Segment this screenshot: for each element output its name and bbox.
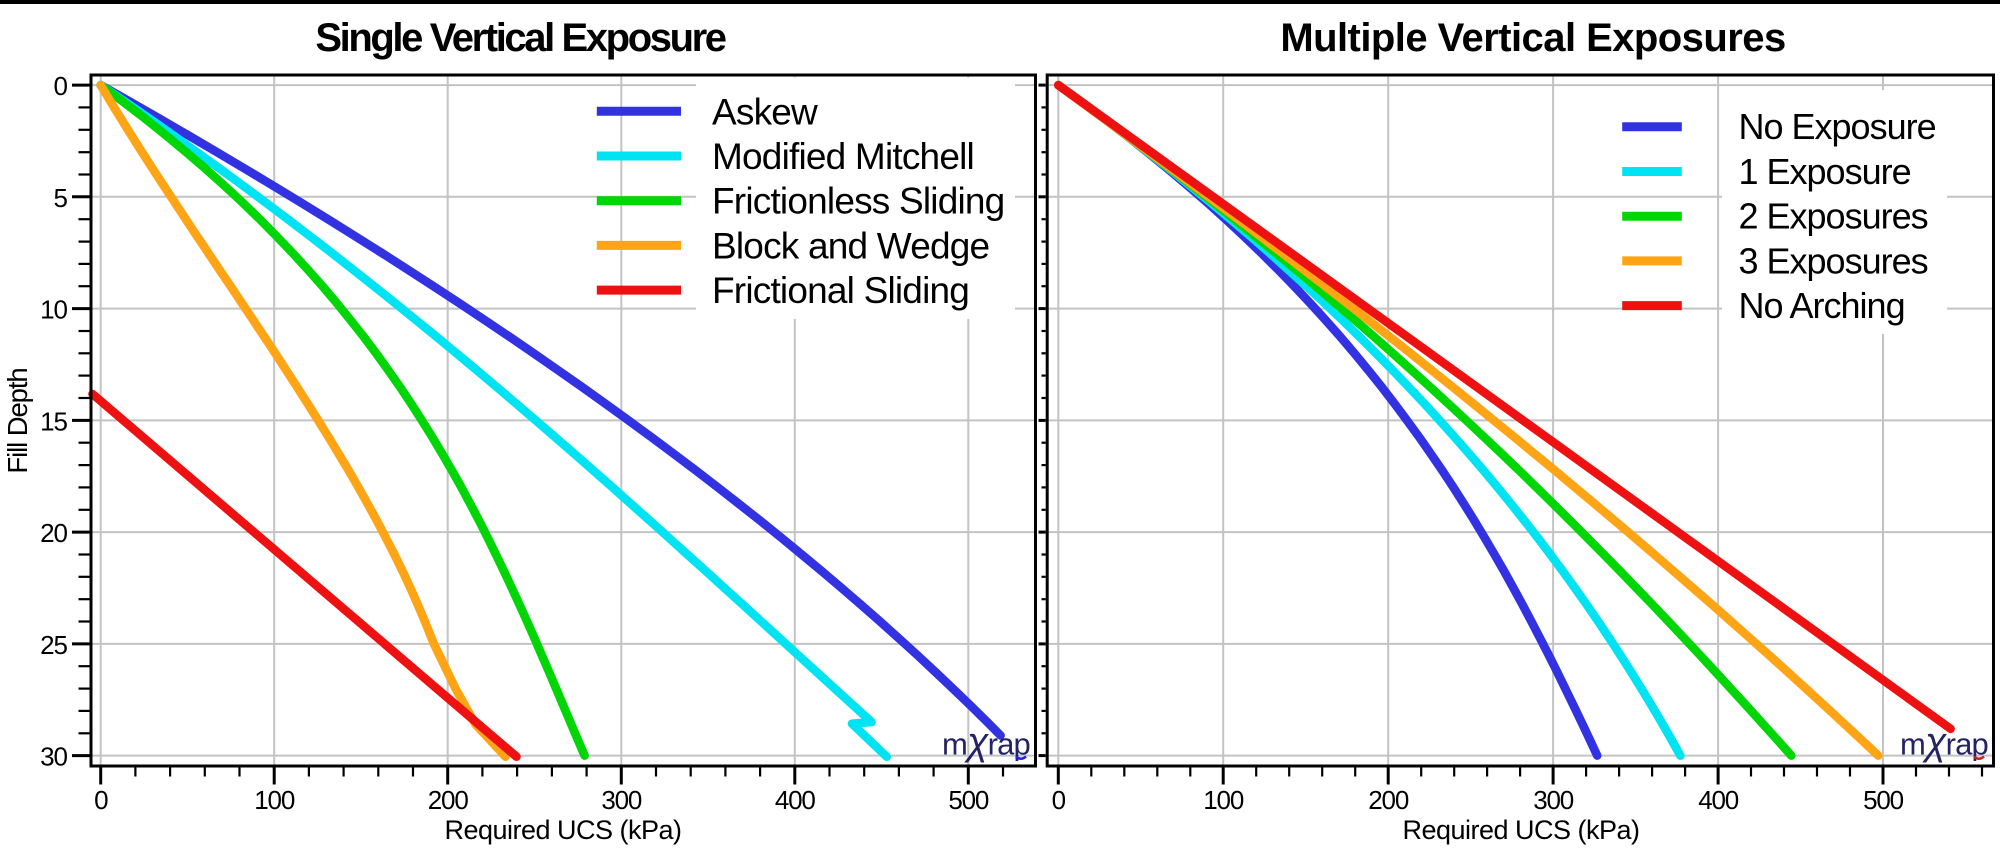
svg-text:500: 500 [948,785,989,815]
svg-text:mχrap: mχrap [1900,721,1988,764]
svg-text:300: 300 [1533,785,1574,815]
svg-text:Block and Wedge: Block and Wedge [712,225,989,266]
svg-text:Required UCS (kPa): Required UCS (kPa) [444,815,681,845]
svg-text:Required UCS (kPa): Required UCS (kPa) [1402,815,1639,845]
svg-text:mχrap: mχrap [942,721,1030,764]
svg-text:400: 400 [775,785,816,815]
svg-text:30: 30 [40,742,67,772]
svg-text:Single Vertical Exposure: Single Vertical Exposure [315,16,725,60]
svg-text:3 Exposures: 3 Exposures [1739,240,1928,281]
svg-text:Frictional Sliding: Frictional Sliding [712,270,969,311]
svg-text:Frictionless Sliding: Frictionless Sliding [712,181,1004,222]
svg-text:5: 5 [54,183,68,213]
svg-text:300: 300 [601,785,642,815]
svg-text:1 Exposure: 1 Exposure [1739,151,1911,192]
svg-text:25: 25 [40,630,67,660]
svg-text:400: 400 [1698,785,1739,815]
svg-text:No Arching: No Arching [1739,285,1905,326]
svg-text:Modified Mitchell: Modified Mitchell [712,136,974,177]
svg-text:100: 100 [254,785,295,815]
svg-text:Askew: Askew [712,91,818,132]
svg-text:0: 0 [1052,785,1066,815]
svg-text:100: 100 [1203,785,1244,815]
svg-text:500: 500 [1863,785,1904,815]
svg-text:Fill Depth: Fill Depth [2,368,33,473]
svg-text:200: 200 [1368,785,1409,815]
svg-text:Multiple Vertical Exposures: Multiple Vertical Exposures [1280,16,1785,60]
svg-text:20: 20 [40,518,67,548]
svg-text:0: 0 [54,71,68,101]
svg-text:200: 200 [428,785,469,815]
svg-text:No Exposure: No Exposure [1739,106,1936,147]
svg-text:10: 10 [40,295,67,325]
svg-text:0: 0 [94,785,108,815]
svg-text:2 Exposures: 2 Exposures [1739,196,1928,237]
svg-text:15: 15 [40,406,67,436]
